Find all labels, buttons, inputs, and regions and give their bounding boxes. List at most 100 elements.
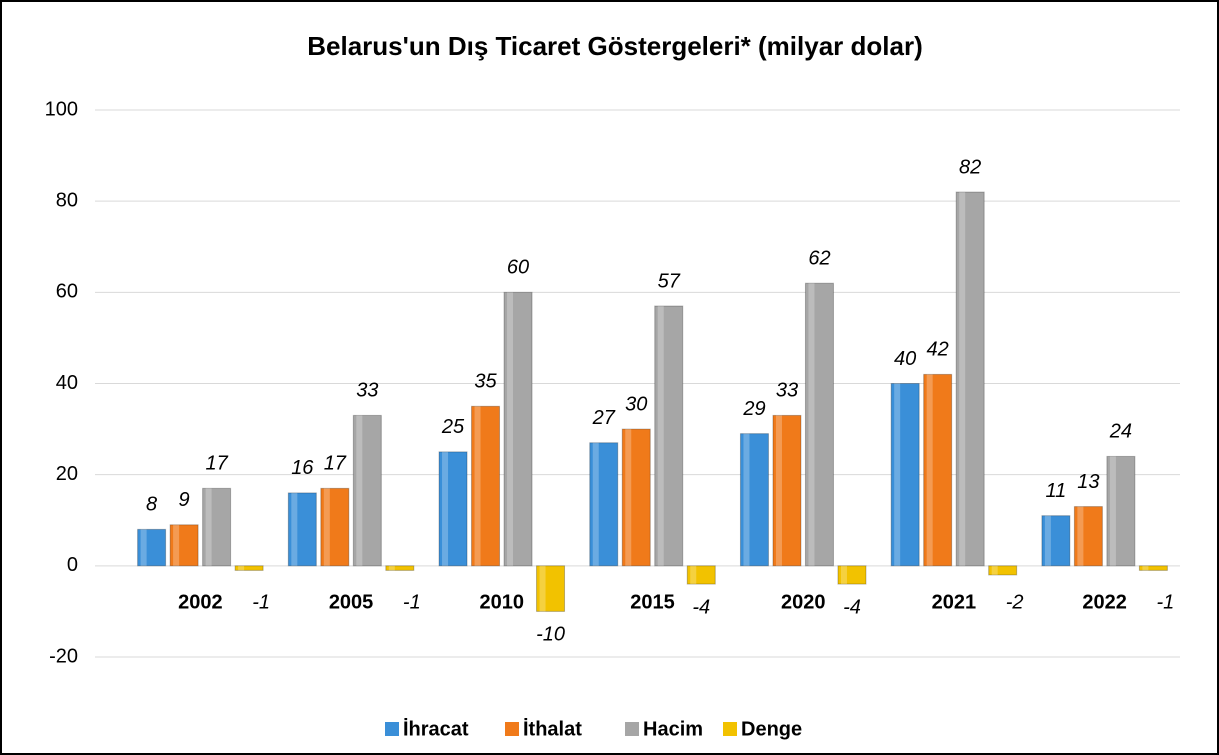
bar-shine (926, 374, 933, 566)
bar (621, 428, 651, 567)
bar (536, 565, 566, 612)
data-label: -1 (252, 591, 270, 613)
bar-shine (808, 283, 815, 566)
bar-shine (657, 306, 664, 566)
chart-title: Belarus'un Dış Ticaret Göstergeleri* (mi… (307, 31, 922, 61)
bar (1041, 515, 1071, 567)
bar-shine (356, 415, 363, 566)
legend-label: Hacim (643, 718, 703, 740)
bar-shine (388, 565, 395, 571)
bar (739, 433, 769, 567)
x-tick-label: 2015 (630, 591, 675, 613)
bar-shine (205, 488, 212, 566)
data-label: 33 (776, 380, 798, 402)
bar (923, 373, 953, 567)
bar-shine (1142, 565, 1149, 571)
x-tick-label: 2022 (1082, 591, 1127, 613)
data-label: -10 (536, 624, 565, 646)
bar-shine (1044, 515, 1051, 566)
bar-shine (959, 192, 966, 566)
bar-shine (743, 433, 750, 566)
x-tick-label: 2020 (781, 591, 826, 613)
x-tick-label: 2021 (932, 591, 977, 613)
data-label: -1 (403, 591, 421, 613)
bar-shine (690, 565, 697, 585)
data-label: 13 (1077, 471, 1099, 493)
legend-label: Denge (741, 718, 802, 740)
data-label: 33 (356, 380, 378, 402)
bar (438, 451, 468, 567)
bar (202, 487, 232, 567)
y-tick-label: -20 (49, 645, 78, 667)
y-tick-label: 80 (56, 189, 78, 211)
bar-shine (291, 492, 298, 566)
bar (890, 383, 920, 567)
bar-shine (775, 415, 782, 566)
bar (352, 414, 382, 567)
bar-shine (625, 429, 632, 566)
data-label: 42 (927, 339, 949, 361)
bar-shine (323, 488, 330, 566)
bar (169, 524, 199, 567)
bar (654, 305, 684, 567)
bar (1106, 455, 1136, 567)
bar-shine (840, 565, 847, 585)
legend-label: İthalat (523, 717, 582, 740)
x-tick-label: 2010 (480, 591, 525, 613)
bar (234, 565, 264, 571)
data-label: 30 (625, 393, 647, 415)
data-label: 57 (658, 270, 681, 292)
data-label: 60 (507, 257, 529, 279)
bar (1073, 506, 1103, 567)
bar (503, 291, 533, 567)
y-tick-label: 40 (56, 372, 78, 394)
y-tick-label: 60 (56, 281, 78, 303)
data-label: 24 (1109, 421, 1132, 443)
bar (287, 492, 317, 567)
bar (955, 191, 985, 567)
data-label: 62 (808, 247, 830, 269)
legend: İhracat İthalat Hacim Denge (385, 717, 802, 740)
data-label: 16 (291, 457, 314, 479)
bar-shine (442, 451, 449, 566)
data-label: 25 (441, 416, 465, 438)
bar (988, 565, 1018, 576)
data-label: -4 (692, 596, 710, 618)
bar (772, 414, 802, 567)
data-label: -2 (1006, 591, 1024, 613)
bar-shine (1109, 456, 1116, 566)
bar-shine (894, 383, 901, 566)
legend-swatch (385, 722, 399, 736)
bar-shine (140, 529, 147, 566)
data-label: -1 (1156, 591, 1174, 613)
bar (385, 565, 415, 571)
bar (137, 528, 167, 567)
bar-shine (991, 565, 998, 575)
bar (837, 565, 867, 585)
bar-shine (238, 565, 245, 571)
x-tick-label: 2005 (329, 591, 374, 613)
y-tick-label: 0 (67, 554, 78, 576)
bar-shine (1077, 506, 1084, 566)
bar-shine (539, 565, 546, 612)
bar-shine (507, 292, 514, 566)
data-label: 40 (894, 348, 916, 370)
bar (1138, 565, 1168, 571)
data-label: 11 (1046, 480, 1067, 502)
legend-swatch (505, 722, 519, 736)
data-label: 29 (742, 398, 765, 420)
legend-label: İhracat (403, 717, 469, 740)
data-label: 9 (179, 489, 190, 511)
data-label: 17 (324, 453, 347, 475)
y-tick-label: 20 (56, 463, 78, 485)
data-label: 17 (205, 453, 228, 475)
data-label: -4 (843, 596, 861, 618)
legend-swatch (625, 722, 639, 736)
legend-swatch (723, 722, 737, 736)
bar (320, 487, 350, 567)
x-tick-label: 2002 (178, 591, 223, 613)
bar (471, 405, 501, 567)
bar (804, 282, 834, 567)
